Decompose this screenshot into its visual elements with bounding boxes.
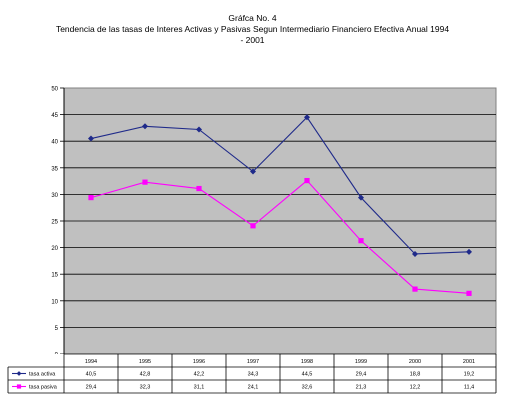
y-tick-label: 40 [51, 140, 58, 146]
x-tick-label: 1998 [301, 359, 313, 365]
data-point-marker [142, 179, 148, 185]
legend-marker [16, 384, 22, 389]
data-point-marker [358, 194, 364, 201]
y-tick-label: 45 [51, 113, 58, 119]
data-point-marker [466, 290, 472, 296]
legend-marker [16, 371, 22, 376]
y-tick-label: 10 [51, 299, 58, 305]
data-table-value: 32,3 [140, 385, 151, 391]
data-table-value: 34,3 [248, 372, 259, 378]
series-line-1 [90, 116, 470, 255]
data-table-value: 18,8 [410, 372, 421, 378]
x-tick-label: 1996 [193, 359, 205, 365]
y-tick-label: 15 [51, 273, 58, 279]
legend-label-1: tasa activa [29, 372, 56, 378]
data-table-background [8, 354, 496, 393]
data-point-marker [466, 248, 472, 255]
data-point-marker [196, 126, 202, 133]
y-tick-label: 20 [51, 246, 58, 252]
x-tick-label: 1997 [247, 359, 259, 365]
chart-title-block: Gráfca No. 4 Tendencia de las tasas de I… [0, 13, 505, 46]
y-tick-label: 50 [51, 87, 58, 93]
y-tick-label: 25 [51, 220, 58, 226]
data-table-value: 12,2 [410, 385, 421, 391]
data-point-marker [304, 114, 310, 121]
x-tick-label: 1994 [85, 359, 97, 365]
data-table-value: 11,4 [464, 385, 474, 391]
data-point-marker [196, 185, 202, 192]
data-point-marker [142, 123, 148, 130]
data-table-value: 21,3 [356, 385, 367, 391]
x-tick-label: 2000 [409, 359, 421, 365]
data-table-value: 31,1 [194, 385, 205, 391]
y-tick-label: 5 [55, 326, 59, 332]
data-table-value: 32,6 [302, 385, 313, 391]
data-table-value: 29,4 [86, 385, 97, 391]
data-table-value: 29,4 [356, 372, 367, 378]
data-table-value: 42,8 [140, 372, 151, 378]
data-point-marker [412, 250, 418, 257]
chart-title-line-2: Tendencia de las tasas de Interes Activa… [55, 24, 450, 34]
x-tick-label: 1999 [355, 359, 367, 365]
data-point-marker [250, 223, 256, 229]
data-point-marker [250, 168, 256, 175]
data-table-value: 40,5 [86, 372, 97, 378]
data-point-marker [412, 286, 418, 292]
x-tick-label: 1995 [139, 359, 151, 365]
data-table-value: 24,1 [248, 385, 259, 391]
chart-title-line-1: Gráfca No. 4 [228, 13, 277, 23]
series-line-2 [90, 179, 470, 294]
x-tick-label: 2001 [463, 359, 475, 365]
chart-title-line-3: - 2001 [240, 35, 265, 45]
y-tick-label: 30 [51, 193, 58, 199]
data-table-value: 44,5 [302, 372, 313, 378]
data-point-marker [358, 238, 364, 244]
data-point-marker [88, 194, 94, 201]
data-table-value: 42,2 [194, 372, 205, 378]
y-tick-label: 35 [51, 166, 58, 172]
data-point-marker [304, 177, 310, 184]
data-point-marker [88, 135, 94, 142]
data-table-value: 19,2 [464, 372, 475, 378]
legend-label-2: tasa pasiva [29, 385, 58, 391]
